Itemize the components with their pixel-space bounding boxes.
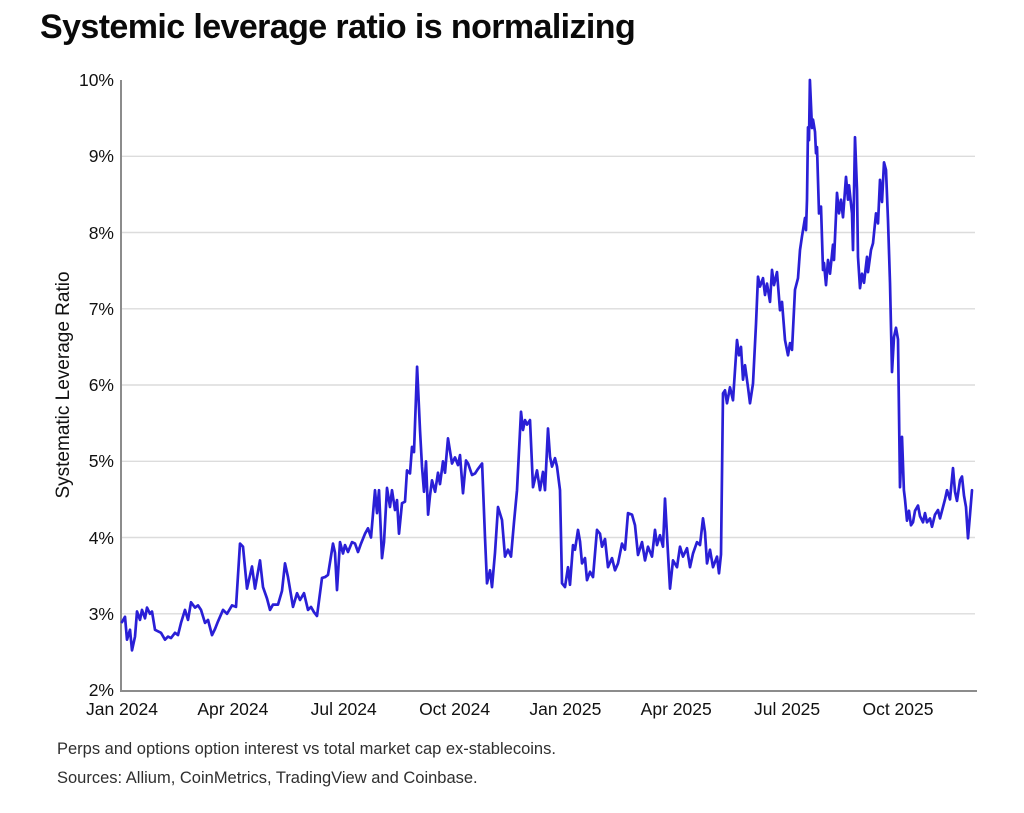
y-tick-label: 4%	[88, 527, 114, 548]
y-tick-label: 10%	[78, 70, 114, 90]
y-tick-label: 7%	[88, 298, 114, 319]
y-tick-label: 8%	[88, 222, 114, 243]
x-tick-labels: Jan 2024 Apr 2024 Jul 2024 Oct 2024 Jan 2025…	[0, 699, 1024, 723]
footnote-sources: Sources: Allium, CoinMetrics, TradingVie…	[57, 769, 478, 787]
x-tick-label: Jul 2025	[753, 699, 821, 719]
y-tick-label: 5%	[88, 451, 114, 472]
x-tick-label: Jan 2024	[85, 699, 158, 719]
x-tick-label: Apr 2024	[197, 699, 269, 719]
y-axis-line	[120, 80, 122, 692]
x-tick-label: Oct 2024	[419, 699, 491, 719]
data-line	[120, 78, 974, 652]
y-tick-label: 3%	[88, 603, 114, 624]
x-tick-label: Apr 2025	[640, 699, 712, 719]
page-title: Systemic leverage ratio is normalizing	[40, 8, 636, 46]
y-tick-label: 6%	[88, 375, 114, 395]
x-axis-line	[120, 690, 977, 692]
x-tick-label: Jul 2024	[310, 699, 377, 719]
x-tick-label: Jan 2025	[529, 699, 602, 719]
plot-svg	[120, 78, 975, 652]
footnote-description: Perps and options option interest vs tot…	[57, 740, 556, 758]
y-tick-label: 9%	[88, 146, 114, 167]
x-tick-label: Oct 2025	[862, 699, 934, 719]
y-tick-label: 2%	[88, 680, 114, 700]
